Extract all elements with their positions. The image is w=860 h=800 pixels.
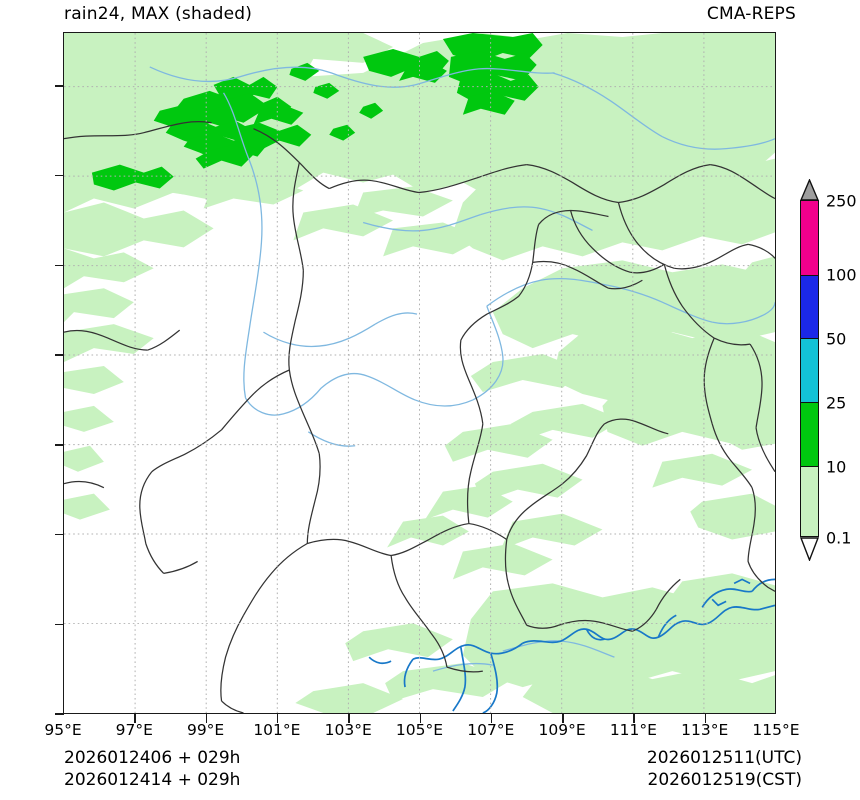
colorbar-label: 250: [826, 191, 857, 211]
x-tick-label: 107°E: [467, 721, 515, 739]
y-tick-mark: [55, 713, 64, 715]
y-tick-mark: [55, 264, 64, 267]
x-tick-label: 111°E: [609, 721, 657, 739]
colorbar-label: 100: [826, 265, 857, 285]
x-tick-mark: [704, 714, 707, 723]
y-tick-mark: [55, 85, 64, 87]
footer-valid-utc: 2026012511(UTC): [646, 748, 802, 768]
shading-light: [64, 33, 775, 713]
footer-valid-cst: 2026012519(CST): [647, 770, 802, 790]
x-tick-label: 109°E: [538, 721, 586, 739]
grid-lines: [64, 33, 775, 713]
x-tick-label: 97°E: [115, 721, 153, 739]
x-tick-mark: [562, 714, 564, 723]
colorbar-band-50[interactable]: [801, 338, 818, 402]
x-tick-label: 95°E: [44, 721, 82, 739]
y-tick-mark: [55, 533, 64, 536]
model-label: CMA-REPS: [706, 4, 796, 24]
y-tick-mark: [55, 354, 64, 356]
x-tick-mark: [419, 714, 422, 723]
colorbar-label: 50: [826, 329, 847, 349]
colorbar-label: 10: [826, 457, 847, 477]
x-tick-label: 113°E: [681, 721, 729, 739]
river-lines: [149, 66, 775, 672]
precipitation-map: [64, 33, 775, 713]
shading-10-25: [91, 33, 543, 191]
page-title: rain24, MAX (shaded): [64, 4, 253, 24]
y-tick-mark: [55, 623, 64, 626]
x-tick-label: 115°E: [752, 721, 800, 739]
colorbar-band-25[interactable]: [801, 401, 818, 466]
x-tick-mark: [134, 714, 136, 723]
footer-init-cst: 2026012414 + 029h: [64, 770, 241, 790]
map-plot-area[interactable]: [63, 32, 776, 714]
province-borders: [64, 121, 775, 713]
y-tick-mark: [55, 174, 64, 177]
x-tick-mark: [276, 714, 279, 723]
colorbar-band-100[interactable]: [801, 274, 818, 339]
x-tick-mark: [348, 714, 350, 723]
x-tick-mark: [633, 714, 635, 723]
y-tick-mark: [55, 444, 64, 446]
x-tick-label: 103°E: [324, 721, 372, 739]
colorbar-label: 0.1: [826, 528, 852, 548]
x-tick-label: 101°E: [253, 721, 301, 739]
x-tick-mark: [205, 714, 208, 723]
colorbar-band-10[interactable]: [801, 465, 818, 536]
x-tick-label: 105°E: [395, 721, 444, 739]
colorbar-band-250[interactable]: [801, 201, 818, 275]
x-tick-label: 99°E: [186, 721, 225, 739]
x-tick-mark: [490, 714, 493, 723]
colorbar-label: 25: [826, 393, 847, 413]
footer-init-utc: 2026012406 + 029h: [64, 748, 241, 768]
